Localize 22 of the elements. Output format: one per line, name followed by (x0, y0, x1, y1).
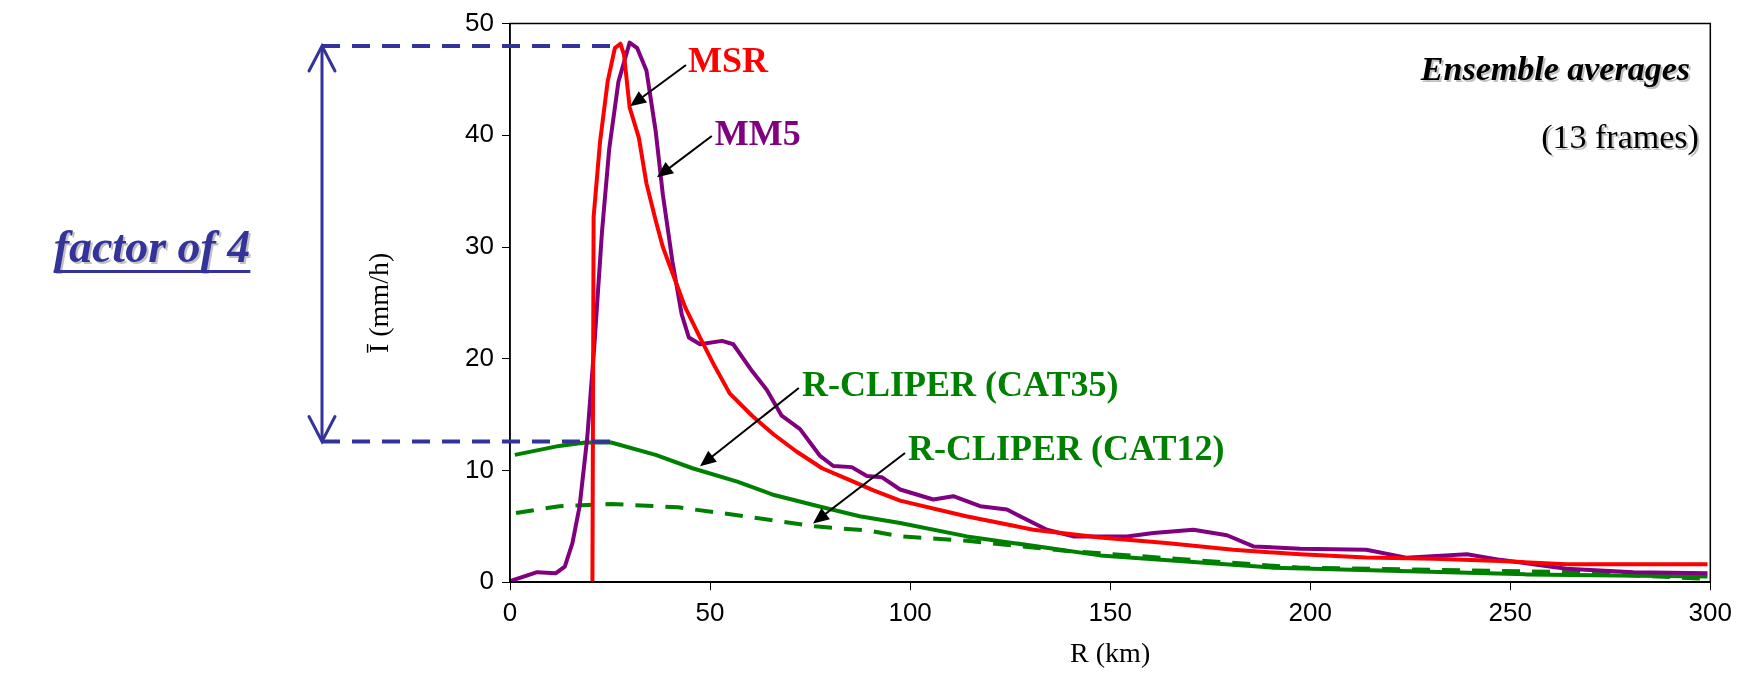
x-tick-label: 50 (695, 596, 725, 627)
x-axis-title: R (km) (1070, 636, 1151, 668)
series-label: MM5 (714, 112, 801, 153)
x-tick-label: 200 (1288, 596, 1332, 627)
y-tick-label: 20 (465, 341, 494, 372)
x-tick-label: 300 (1688, 596, 1733, 627)
text: R-CLIPER (CAT35) (802, 363, 1119, 404)
x-tick-label: 100 (888, 596, 932, 627)
text: factor of 4 (55, 223, 253, 274)
x-tick-label: 250 (1488, 596, 1532, 627)
annotation: (13 frames) (1543, 120, 1701, 158)
y-tick-label: 40 (465, 118, 494, 149)
y-axis-title: Ī (mm/h) (363, 252, 395, 354)
y-tick-label: 10 (465, 453, 494, 484)
annotation: Ensemble averages (1419, 50, 1690, 87)
y-tick-label: 50 (465, 6, 494, 37)
series-label: R-CLIPER (CAT12) (908, 427, 1225, 468)
series-label: MSR (688, 40, 770, 80)
x-tick-label: 0 (502, 596, 518, 627)
y-tick-label: 0 (479, 565, 494, 596)
x-tick-label: 150 (1088, 596, 1132, 627)
y-tick-label: 30 (465, 230, 494, 261)
